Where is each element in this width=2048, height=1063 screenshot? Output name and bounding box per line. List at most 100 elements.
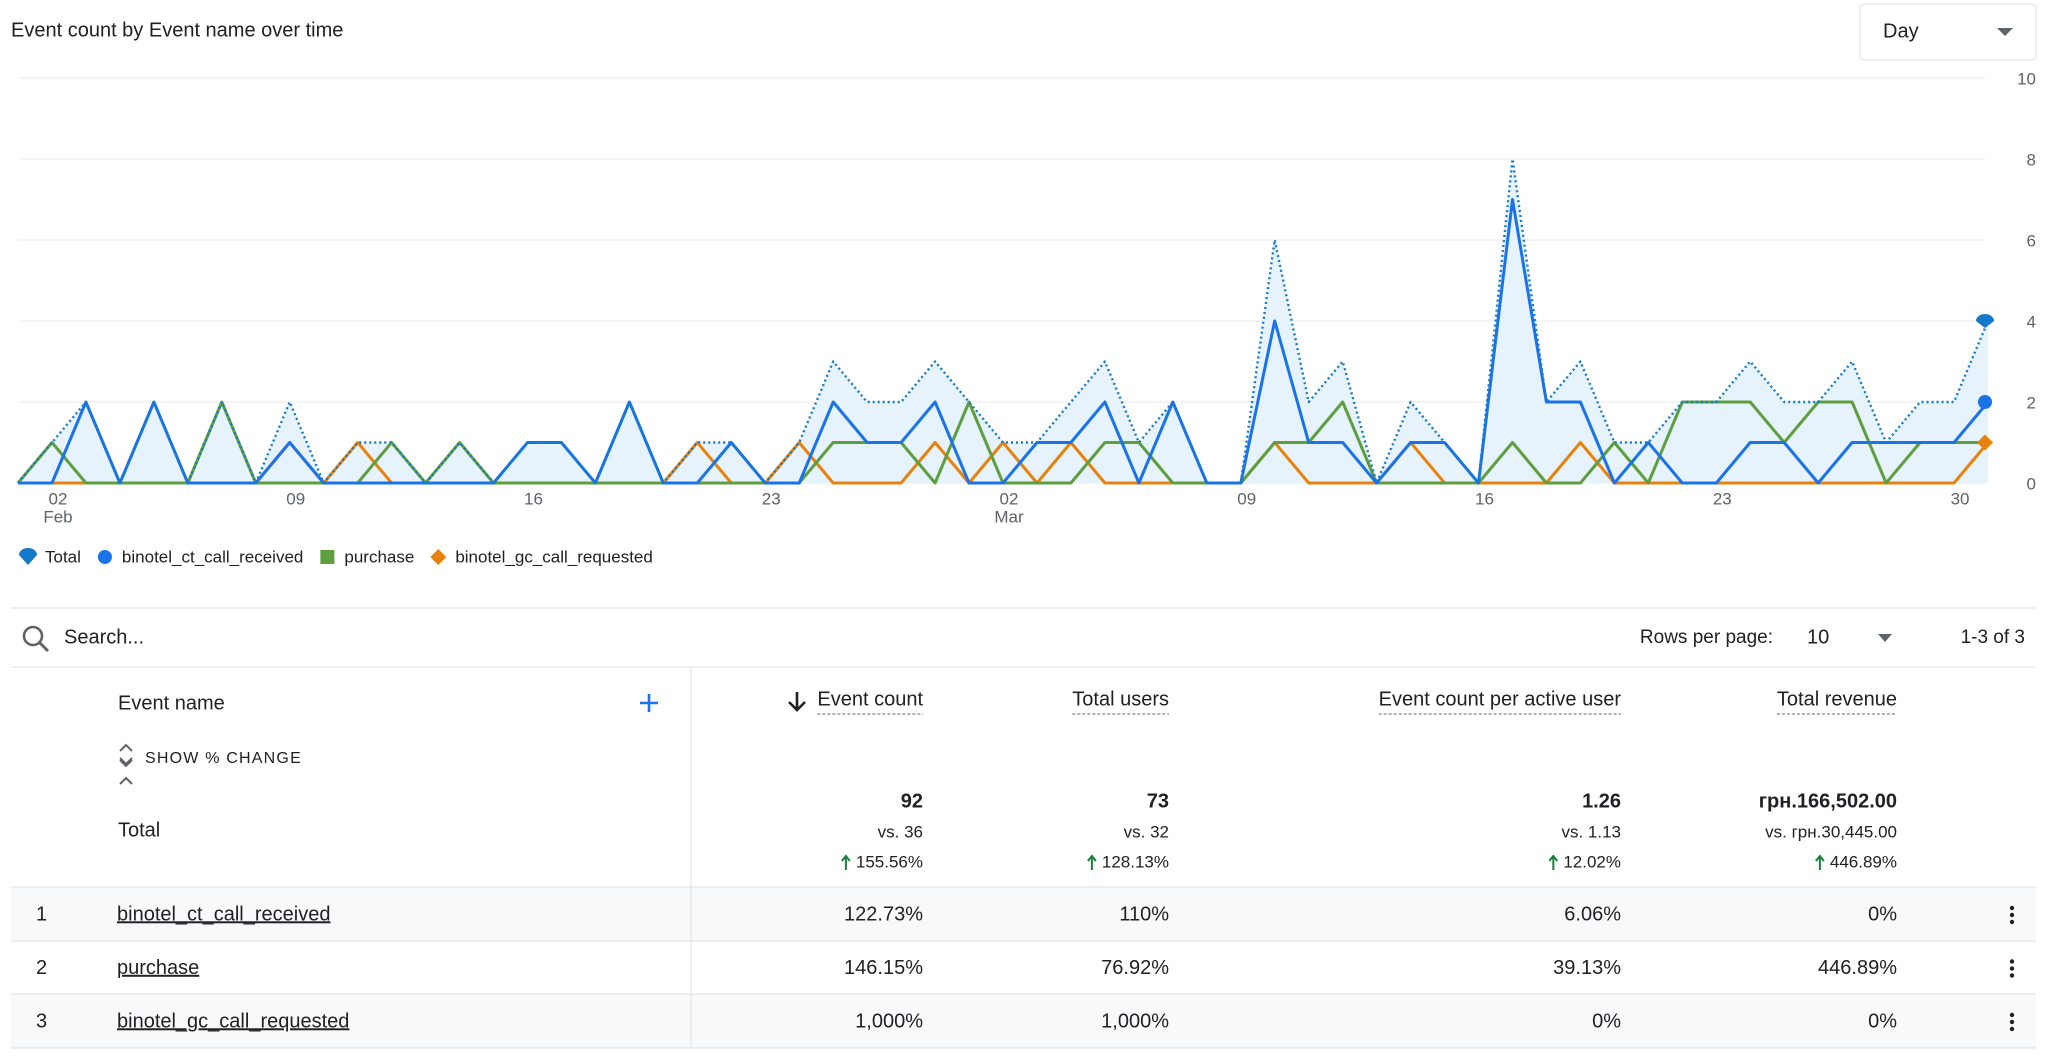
row-menu-dot[interactable] — [2009, 1012, 2015, 1018]
total-change: 446.89% — [1830, 852, 1897, 871]
legend-icon — [320, 550, 335, 564]
legend-label[interactable]: Total — [45, 547, 81, 566]
total-label: Total — [118, 819, 160, 841]
x-tick-label: 23 — [1713, 489, 1732, 508]
cell-value: 6.06% — [1564, 903, 1621, 925]
legend: Total binotel_ct_call_received purchase bin… — [19, 547, 653, 566]
change-up-arrow — [1815, 854, 1825, 870]
total-value: 92 — [901, 790, 923, 812]
change-up-arrow — [1087, 854, 1097, 870]
y-tick-label: 0 — [2027, 474, 2036, 493]
y-tick-label: 10 — [2017, 69, 2036, 88]
search-icon — [38, 641, 50, 653]
event-name-link[interactable]: binotel_gc_call_requested — [117, 1010, 349, 1032]
cell-value: 122.73% — [844, 903, 923, 925]
total-change: 128.13% — [1102, 852, 1169, 871]
total-value: 73 — [1147, 790, 1169, 812]
row-menu-dot[interactable] — [2009, 1026, 2015, 1032]
row-index: 1 — [36, 903, 47, 925]
card-title: Event count by Event name over time — [11, 19, 343, 41]
cell-value: 39.13% — [1553, 957, 1621, 979]
legend-icon — [19, 548, 37, 565]
table-row — [11, 994, 2036, 1048]
legend-label[interactable]: binotel_ct_call_received — [122, 547, 303, 566]
cell-value: 0% — [1592, 1010, 1621, 1032]
column-header: Event name — [118, 692, 225, 714]
total-compare: vs. 36 — [878, 822, 923, 841]
event-name-link[interactable]: binotel_ct_call_received — [117, 903, 330, 925]
show-change-toggle[interactable]: SHOW % CHANGE — [145, 750, 302, 767]
show-change-icon[interactable] — [119, 757, 133, 785]
y-tick-label: 4 — [2027, 312, 2036, 331]
dropdown-arrow[interactable] — [1997, 28, 2013, 36]
table-row — [11, 887, 2036, 941]
row-menu-dot[interactable] — [2009, 966, 2015, 971]
table-row — [11, 941, 2036, 994]
cell-value: 0% — [1868, 1010, 1897, 1032]
total-compare: vs. грн.30,445.00 — [1765, 822, 1897, 841]
rows-per-page-select[interactable]: 10 — [1807, 626, 1829, 648]
x-tick-label: 16 — [1475, 489, 1494, 508]
x-tick-label: 23 — [762, 489, 781, 508]
row-index: 3 — [36, 1010, 47, 1032]
row-menu-dot[interactable] — [2009, 959, 2015, 964]
pagination-label: 1-3 of 3 — [1961, 627, 2025, 648]
legend-label[interactable]: binotel_gc_call_requested — [455, 547, 653, 566]
column-header[interactable]: Total users — [1072, 688, 1169, 710]
cell-value: 110% — [1119, 903, 1169, 925]
column-header[interactable]: Event count per active user — [1379, 688, 1622, 710]
show-change-icon[interactable] — [119, 743, 133, 768]
rows-per-page-arrow[interactable] — [1878, 634, 1892, 642]
granularity-dropdown[interactable] — [1859, 3, 2037, 61]
row-menu-dot[interactable] — [2009, 905, 2015, 911]
x-tick-month: Feb — [43, 507, 72, 526]
end-marker — [1976, 314, 1994, 328]
row-menu-dot[interactable] — [2009, 1019, 2015, 1025]
y-tick-label: 6 — [2027, 231, 2036, 250]
cell-value: 146.15% — [844, 957, 923, 979]
sort-arrow — [788, 692, 806, 712]
legend-icon — [430, 549, 447, 565]
legend-label[interactable]: purchase — [344, 547, 414, 566]
area — [18, 159, 1988, 483]
end-marker — [1977, 434, 1993, 451]
row-index: 2 — [36, 957, 47, 979]
legend-icon — [97, 550, 112, 564]
total-change: 155.56% — [856, 852, 923, 871]
x-tick-label: 02 — [1000, 489, 1019, 508]
rows-per-page-label: Rows per page: — [1640, 627, 1773, 648]
dropdown-value[interactable]: Day — [1883, 20, 1919, 42]
end-marker — [1978, 395, 1992, 409]
series-line — [18, 198, 1990, 485]
y-tick-label: 8 — [2027, 150, 2036, 169]
x-tick-month: Mar — [994, 507, 1024, 526]
total-compare: vs. 32 — [1124, 822, 1169, 841]
x-tick-label: 30 — [1951, 489, 1970, 508]
add-dimension-button[interactable] — [640, 694, 658, 712]
cell-value: 446.89% — [1818, 957, 1897, 979]
total-value: 1.26 — [1582, 790, 1621, 812]
change-up-arrow — [841, 854, 851, 870]
event-name-link[interactable]: purchase — [117, 957, 199, 979]
row-menu-dot[interactable] — [2009, 919, 2015, 925]
series-line — [17, 157, 1990, 485]
search-input[interactable]: Search... — [64, 626, 144, 648]
change-up-arrow — [1548, 854, 1559, 870]
total-change: 12.02% — [1563, 852, 1621, 871]
x-tick-label: 09 — [1237, 489, 1256, 508]
cell-value: 1,000% — [1101, 1010, 1169, 1032]
cell-value: 0% — [1868, 903, 1897, 925]
total-compare: vs. 1.13 — [1561, 822, 1621, 841]
row-menu-dot[interactable] — [2009, 973, 2015, 978]
data-table: Event name SHOW % CHANGE Event count Total … — [11, 667, 2036, 1049]
cell-value: 76.92% — [1101, 957, 1169, 979]
column-header[interactable]: Total revenue — [1777, 688, 1897, 710]
x-tick-label: 09 — [286, 489, 305, 508]
total-value: грн.166,502.00 — [1759, 790, 1897, 812]
y-tick-label: 2 — [2027, 393, 2036, 412]
column-header[interactable]: Event count — [817, 688, 923, 710]
cell-value: 1,000% — [855, 1010, 923, 1032]
row-menu-dot[interactable] — [2009, 912, 2015, 918]
